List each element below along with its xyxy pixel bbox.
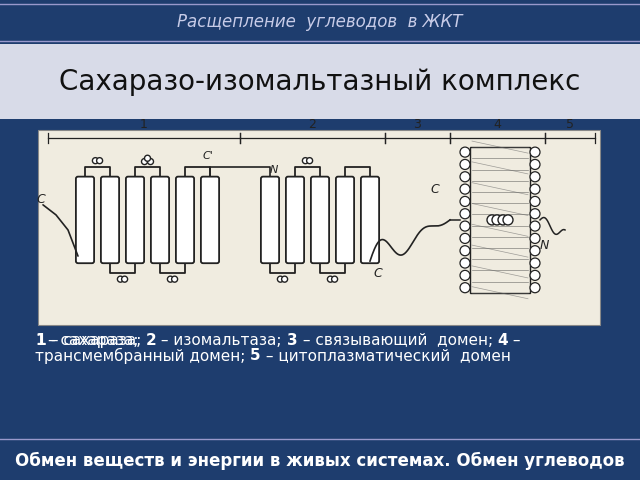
Circle shape	[145, 155, 150, 161]
Text: – цитоплазматический  домен: – цитоплазматический домен	[261, 348, 511, 363]
Circle shape	[147, 158, 154, 165]
Circle shape	[460, 196, 470, 206]
Circle shape	[530, 246, 540, 256]
FancyBboxPatch shape	[361, 177, 379, 263]
Text: – сахараза;: – сахараза;	[45, 333, 146, 348]
Text: C': C'	[203, 151, 213, 161]
Circle shape	[492, 215, 502, 225]
Circle shape	[498, 215, 508, 225]
Bar	[470, 147, 530, 293]
Circle shape	[277, 276, 284, 282]
Circle shape	[117, 276, 124, 282]
Text: Сахаразо-изомальтазный комплекс: Сахаразо-изомальтазный комплекс	[60, 68, 580, 96]
Circle shape	[530, 159, 540, 169]
Circle shape	[530, 172, 540, 182]
Text: 1: 1	[35, 333, 45, 348]
Text: C: C	[36, 193, 45, 206]
Circle shape	[530, 283, 540, 293]
Circle shape	[530, 147, 540, 157]
Text: Обмен веществ и энергии в живых системах. Обмен углеводов: Обмен веществ и энергии в живых системах…	[15, 452, 625, 469]
Circle shape	[332, 276, 338, 282]
Circle shape	[460, 233, 470, 243]
Circle shape	[460, 209, 470, 219]
Text: N: N	[540, 239, 548, 252]
Text: 3: 3	[287, 333, 298, 348]
Text: 1: 1	[35, 333, 45, 348]
Circle shape	[530, 221, 540, 231]
FancyBboxPatch shape	[176, 177, 194, 263]
Text: –: –	[508, 333, 520, 348]
Circle shape	[460, 246, 470, 256]
Circle shape	[92, 157, 99, 164]
Text: 1: 1	[140, 118, 148, 131]
Circle shape	[282, 276, 287, 282]
Circle shape	[302, 157, 308, 164]
Circle shape	[168, 276, 173, 282]
Circle shape	[460, 147, 470, 157]
Text: 2: 2	[308, 118, 316, 131]
FancyBboxPatch shape	[76, 177, 94, 263]
Circle shape	[530, 184, 540, 194]
FancyBboxPatch shape	[311, 177, 329, 263]
Text: 4: 4	[497, 333, 508, 348]
Circle shape	[530, 196, 540, 206]
Circle shape	[460, 283, 470, 293]
Circle shape	[141, 158, 147, 165]
Text: – связывающий  домен;: – связывающий домен;	[298, 333, 497, 348]
Text: 4: 4	[493, 118, 501, 131]
Circle shape	[460, 159, 470, 169]
Text: – сахараза;: – сахараза;	[48, 333, 143, 348]
Text: Расщепление  углеводов  в ЖКТ: Расщепление углеводов в ЖКТ	[177, 13, 463, 31]
FancyBboxPatch shape	[101, 177, 119, 263]
Circle shape	[460, 184, 470, 194]
FancyBboxPatch shape	[126, 177, 144, 263]
Circle shape	[530, 233, 540, 243]
Text: C: C	[431, 183, 440, 196]
Circle shape	[460, 270, 470, 280]
FancyBboxPatch shape	[286, 177, 304, 263]
Text: 5: 5	[250, 348, 261, 363]
Circle shape	[97, 157, 102, 164]
Text: C: C	[373, 267, 381, 280]
Bar	[0, 44, 640, 120]
FancyBboxPatch shape	[336, 177, 354, 263]
FancyBboxPatch shape	[201, 177, 219, 263]
Text: 3: 3	[413, 118, 421, 131]
Circle shape	[328, 276, 333, 282]
Circle shape	[530, 209, 540, 219]
Circle shape	[460, 258, 470, 268]
Text: N: N	[270, 165, 278, 175]
Circle shape	[172, 276, 178, 282]
Circle shape	[460, 172, 470, 182]
Text: 5: 5	[566, 118, 574, 131]
Circle shape	[530, 258, 540, 268]
Circle shape	[307, 157, 312, 164]
Text: 2: 2	[146, 333, 157, 348]
Circle shape	[530, 270, 540, 280]
FancyBboxPatch shape	[151, 177, 169, 263]
Circle shape	[460, 221, 470, 231]
FancyBboxPatch shape	[261, 177, 279, 263]
Bar	[38, 130, 600, 325]
Text: трансмембранный домен;: трансмембранный домен;	[35, 348, 250, 363]
Text: – изомальтаза;: – изомальтаза;	[157, 333, 287, 348]
Circle shape	[122, 276, 127, 282]
Circle shape	[487, 215, 497, 225]
Circle shape	[503, 215, 513, 225]
